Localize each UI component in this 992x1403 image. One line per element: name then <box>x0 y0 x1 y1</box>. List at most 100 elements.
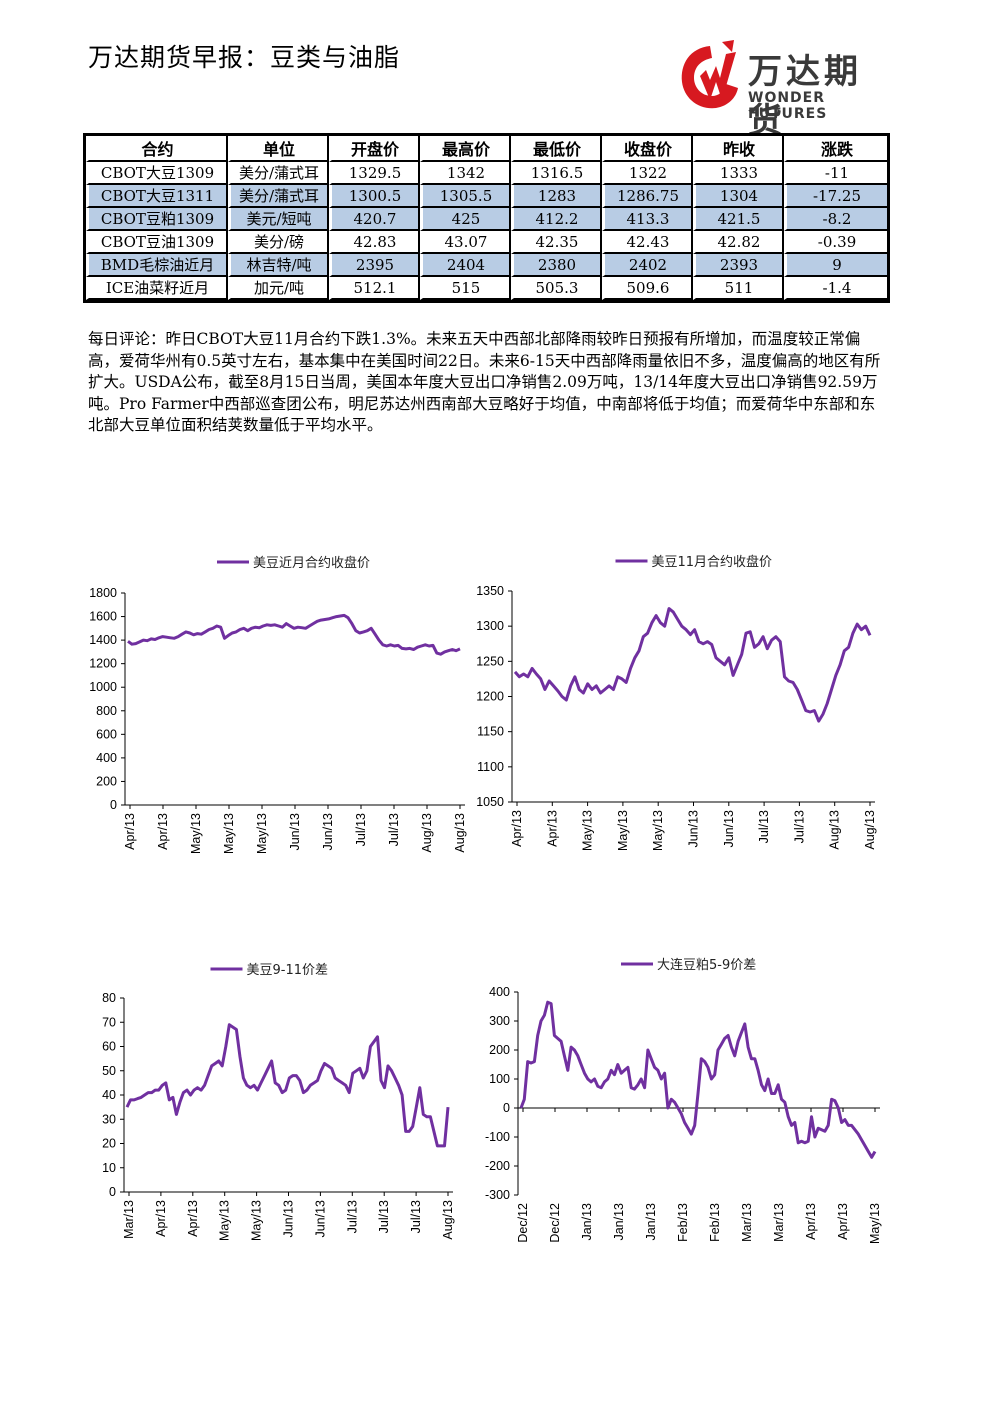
x-tick-label: May/13 <box>250 1200 264 1241</box>
quote-table: 合约 单位 开盘价 最高价 最低价 收盘价 昨收 涨跌 CBOT大豆1309 美分… <box>83 133 890 303</box>
x-tick-label: Jul/13 <box>757 810 771 843</box>
series-line <box>513 607 872 723</box>
table-row: BMD毛棕油近月 林吉特/吨 2395 2404 2380 2402 2393 9 <box>86 254 887 277</box>
y-tick-label: 0 <box>109 1185 116 1199</box>
x-tick-label: Jul/13 <box>377 1200 391 1233</box>
x-tick-label: Jan/13 <box>580 1203 594 1241</box>
y-tick-label: 800 <box>96 704 117 718</box>
x-tick-label: Jul/13 <box>792 810 806 843</box>
cell-change: -17.25 <box>784 185 887 208</box>
cell-open: 42.83 <box>329 231 420 254</box>
cell-contract: CBOT豆油1309 <box>86 231 228 254</box>
x-tick-label: May/13 <box>581 810 595 851</box>
cell-contract: CBOT豆粕1309 <box>86 208 228 231</box>
cell-close: 42.43 <box>602 231 693 254</box>
y-tick-label: 1150 <box>477 725 504 739</box>
x-tick-label: Dec/12 <box>548 1203 562 1243</box>
y-tick-label: 1800 <box>89 586 117 600</box>
y-tick-label: 200 <box>489 1043 510 1057</box>
table-row: CBOT大豆1309 美分/蒲式耳 1329.5 1342 1316.5 1322 1333… <box>86 162 887 185</box>
y-tick-label: 1100 <box>477 760 504 774</box>
y-tick-label: 300 <box>489 1014 510 1028</box>
cell-open: 2395 <box>329 254 420 277</box>
x-tick-label: Mar/13 <box>740 1203 754 1242</box>
cell-low: 42.35 <box>511 231 602 254</box>
cell-high: 515 <box>420 277 511 300</box>
cell-unit: 林吉特/吨 <box>228 254 329 277</box>
cell-open: 512.1 <box>329 277 420 300</box>
cell-prev-close: 511 <box>693 277 784 300</box>
table-row: CBOT豆粕1309 美元/短吨 420.7 425 412.2 413.3 421.5 -8… <box>86 208 887 231</box>
cell-contract: CBOT大豆1311 <box>86 185 228 208</box>
x-tick-label: May/13 <box>189 813 203 854</box>
cell-prev-close: 2393 <box>693 254 784 277</box>
x-tick-label: Apr/13 <box>156 813 170 850</box>
x-tick-label: Aug/13 <box>420 813 434 853</box>
table-row: CBOT豆油1309 美分/磅 42.83 43.07 42.35 42.43 42.82-… <box>86 231 887 254</box>
cell-open: 420.7 <box>329 208 420 231</box>
y-tick-label: 1350 <box>476 584 504 598</box>
cell-close: 2402 <box>602 254 693 277</box>
legend-label: 美豆11月合约收盘价 <box>652 554 773 570</box>
y-tick-label: 400 <box>96 751 117 765</box>
y-tick-label: -200 <box>485 1159 510 1173</box>
cell-low: 1316.5 <box>511 162 602 185</box>
y-tick-label: 30 <box>102 1112 116 1126</box>
y-tick-label: -100 <box>485 1130 510 1144</box>
legend-label: 美豆近月合约收盘价 <box>253 555 370 571</box>
x-tick-label: Feb/13 <box>708 1203 722 1242</box>
cell-unit: 美分/蒲式耳 <box>228 162 329 185</box>
y-tick-label: 80 <box>102 991 116 1005</box>
x-tick-label: May/13 <box>651 810 665 851</box>
cell-high: 1342 <box>420 162 511 185</box>
y-tick-label: 1400 <box>89 633 117 647</box>
y-tick-label: 1300 <box>476 619 504 633</box>
x-tick-label: Apr/13 <box>123 813 137 850</box>
company-logo: 万达期货 WONDER FUTURES <box>676 38 898 141</box>
table-row: ICE油菜籽近月 加元/吨 512.1 515 505.3 509.6 511 -1.4 <box>86 277 887 300</box>
x-tick-label: Dec/12 <box>516 1203 530 1243</box>
y-tick-label: 600 <box>96 727 117 741</box>
table-row: CBOT大豆1311 美分/蒲式耳 1300.5 1305.5 1283 1286.75 1… <box>86 185 887 208</box>
x-tick-label: Jun/13 <box>282 1200 296 1238</box>
chart-svg: 美豆9-11价差 0 10 20 30 40 50 60 70 80 Mar/13 Apr/13 Apr… <box>102 963 455 1241</box>
cell-prev-close: 1333 <box>693 162 784 185</box>
cell-close: 1286.75 <box>602 185 693 208</box>
x-tick-label: Jan/13 <box>644 1203 658 1241</box>
x-tick-label: Jun/13 <box>722 810 736 848</box>
cell-high: 43.07 <box>420 231 511 254</box>
cell-contract: BMD毛棕油近月 <box>86 254 228 277</box>
y-tick-label: 0 <box>110 798 117 812</box>
legend-label: 美豆9-11价差 <box>247 963 329 978</box>
cell-change: 9 <box>784 254 887 277</box>
cell-high: 1305.5 <box>420 185 511 208</box>
cell-high: 425 <box>420 208 511 231</box>
x-tick-label: Apr/13 <box>186 1200 200 1237</box>
cell-contract: ICE油菜籽近月 <box>86 277 228 300</box>
chart-svg: 美豆11月合约收盘价 1050 1100 1150 1200 1250 1300 1350 Ap… <box>476 554 877 851</box>
x-tick-label: Apr/13 <box>510 810 524 847</box>
cell-open: 1329.5 <box>329 162 420 185</box>
chart-svg: 大连豆粕5-9价差 -300 -200 -100 0 100 200 300 400 Dec/12… <box>485 957 882 1244</box>
table-header-row: 合约 单位 开盘价 最高价 最低价 收盘价 昨收 涨跌 <box>86 136 887 162</box>
cell-change: -1.4 <box>784 277 887 300</box>
x-tick-label: Apr/13 <box>836 1203 850 1240</box>
x-tick-label: Feb/13 <box>676 1203 690 1242</box>
col-header-high: 最高价 <box>420 136 511 162</box>
cell-low: 2380 <box>511 254 602 277</box>
wonder-logo-icon <box>681 40 738 109</box>
x-tick-label: May/13 <box>218 1200 232 1241</box>
chart-dalian-meal-5-9-spread: 大连豆粕5-9价差 -300 -200 -100 0 100 200 300 400 Dec/12… <box>470 950 890 1255</box>
x-tick-label: Jun/13 <box>321 813 335 851</box>
col-header-prev-close: 昨收 <box>693 136 784 162</box>
cell-prev-close: 421.5 <box>693 208 784 231</box>
y-tick-label: 20 <box>102 1137 116 1151</box>
y-tick-label: 40 <box>102 1088 116 1102</box>
chart-soybean-november: 美豆11月合约收盘价 1050 1100 1150 1200 1250 1300 1350 Ap… <box>470 548 880 868</box>
col-header-change: 涨跌 <box>784 136 887 162</box>
x-tick-label: Aug/13 <box>828 810 842 850</box>
cell-unit: 加元/吨 <box>228 277 329 300</box>
x-tick-label: May/13 <box>255 813 269 854</box>
y-tick-label: 10 <box>102 1161 116 1175</box>
y-tick-label: 1600 <box>89 610 117 624</box>
